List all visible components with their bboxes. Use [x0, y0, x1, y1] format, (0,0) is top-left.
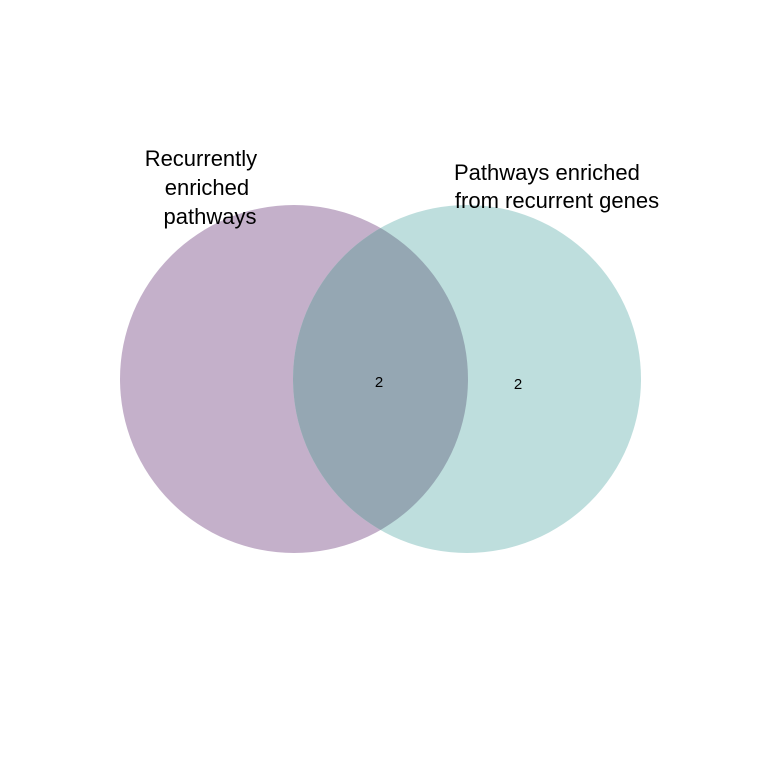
left-set-label-line: enriched	[165, 175, 249, 200]
intersection-count: 2	[375, 374, 383, 391]
left-set-label-line: Recurrently	[145, 146, 257, 171]
right-set-label-line: Pathways enriched	[454, 160, 640, 185]
right-set-label-line: from recurrent genes	[455, 188, 659, 213]
left-set-label-line: pathways	[164, 204, 257, 229]
left-set-label: Recurrently enriched pathways	[145, 146, 264, 229]
intersection-region	[293, 205, 468, 553]
right-set-label: Pathways enriched from recurrent genes	[454, 160, 659, 213]
right-only-count: 2	[514, 376, 522, 393]
